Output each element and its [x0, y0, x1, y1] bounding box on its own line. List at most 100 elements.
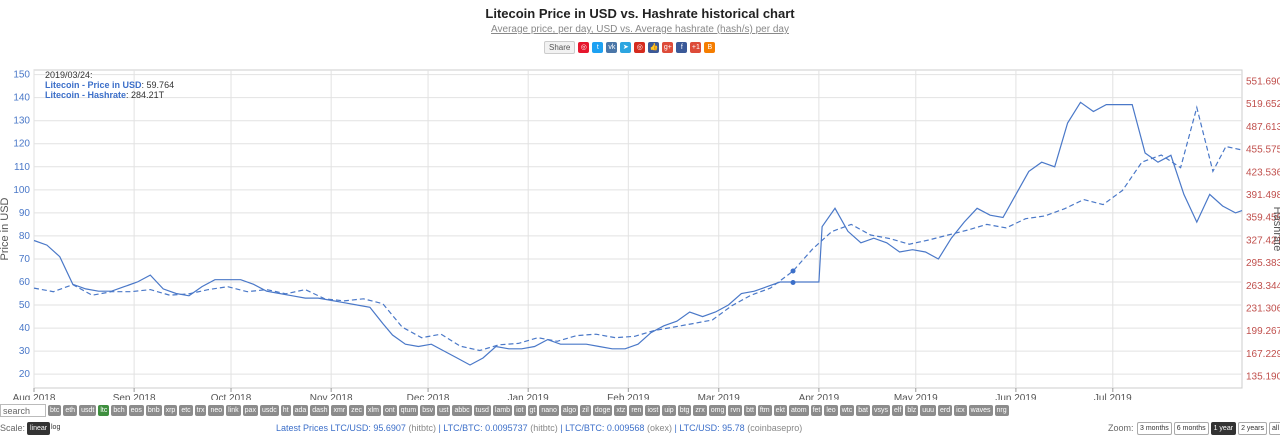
latest-price-item[interactable]: LTC/BTC: 0.0095737 [443, 423, 528, 433]
zoom-button-1-year[interactable]: 1 year [1210, 422, 1237, 435]
coin-button-bsv[interactable]: bsv [420, 404, 436, 416]
coin-button-pax[interactable]: pax [242, 404, 258, 416]
y-right-tick-label: 231.306T [1246, 303, 1280, 314]
blogger-icon[interactable]: B [704, 41, 716, 53]
coin-button-usdc[interactable]: usdc [259, 404, 279, 416]
y-left-tick-label: 140 [13, 93, 30, 104]
coin-button-xlm[interactable]: xlm [366, 404, 381, 416]
zoom-button-2-years[interactable]: 2 years [1238, 422, 1268, 435]
x-tick-label: Jul 2019 [1094, 393, 1132, 400]
zoom-button-6-months[interactable]: 6 months [1173, 422, 1209, 435]
coin-button-ekt[interactable]: ekt [773, 404, 787, 416]
y-left-tick-label: 150 [13, 70, 30, 81]
share-button[interactable]: Share [544, 40, 576, 54]
coin-button-icx[interactable]: icx [954, 404, 967, 416]
latest-prices: Latest Prices LTC/USD: 95.6907 (hitbtc) … [276, 423, 803, 433]
tooltip: 2019/03/24: Litecoin - Price in USD: 59.… [45, 70, 175, 100]
coin-button-btg[interactable]: btg [677, 404, 692, 416]
y-left-axis-title: Price in USD [0, 197, 11, 260]
coin-button-uip[interactable]: uip [662, 404, 676, 416]
latest-price-item[interactable]: LTC/USD: 95.78 [679, 423, 745, 433]
coin-button-erd[interactable]: erd [937, 404, 953, 416]
coin-button-nrg[interactable]: nrg [994, 404, 1009, 416]
coin-button-doge[interactable]: doge [592, 404, 613, 416]
coin-button-waves[interactable]: waves [968, 404, 993, 416]
coin-button-etc[interactable]: etc [179, 404, 193, 416]
coin-button-ada[interactable]: ada [292, 404, 309, 416]
x-tick-label: Jun 2019 [995, 393, 1037, 400]
coin-button-ust[interactable]: ust [437, 404, 451, 416]
coin-button-abbc[interactable]: abbc [452, 404, 472, 416]
coin-button-iost[interactable]: iost [645, 404, 661, 416]
coin-button-leo[interactable]: leo [824, 404, 838, 416]
scale-log-button[interactable]: log [51, 424, 61, 431]
coin-button-blz[interactable]: blz [905, 404, 919, 416]
facebook-icon[interactable]: f [676, 41, 688, 53]
vk-icon[interactable]: vk [606, 41, 618, 53]
coin-button-algo[interactable]: algo [560, 404, 579, 416]
search-input[interactable]: search [0, 403, 46, 417]
coin-button-btc[interactable]: btc [48, 404, 62, 416]
latest-price-item[interactable]: LTC/BTC: 0.009568 [565, 423, 645, 433]
coin-button-btt[interactable]: btt [744, 404, 756, 416]
coin-button-eos[interactable]: eos [128, 404, 144, 416]
coin-button-dash[interactable]: dash [310, 404, 330, 416]
coin-button-vsys[interactable]: vsys [871, 404, 890, 416]
coin-button-iot[interactable]: iot [514, 404, 526, 416]
coin-button-gt[interactable]: gt [527, 404, 538, 416]
coin-button-ftm[interactable]: ftm [757, 404, 772, 416]
latest-price-item[interactable]: LTC/USD: 95.6907 [330, 423, 406, 433]
coin-button-link[interactable]: link [226, 404, 241, 416]
coin-button-xmr[interactable]: xmr [331, 404, 348, 416]
coin-button-zil[interactable]: zil [580, 404, 591, 416]
y-left-tick-label: 30 [19, 346, 31, 357]
coin-button-neo[interactable]: neo [208, 404, 225, 416]
coin-button-uuu[interactable]: uuu [920, 404, 936, 416]
coin-button-ont[interactable]: ont [382, 404, 397, 416]
coin-button-lamb[interactable]: lamb [492, 404, 513, 416]
coin-button-usdt[interactable]: usdt [79, 404, 97, 416]
coin-button-zrx[interactable]: zrx [693, 404, 707, 416]
y-left-tick-label: 80 [19, 231, 31, 242]
coin-button-eth[interactable]: eth [63, 404, 78, 416]
x-tick-label: Apr 2019 [799, 393, 840, 400]
coin-button-ht[interactable]: ht [280, 404, 291, 416]
tooltip-hash-name: Litecoin - Hashrate [45, 90, 127, 100]
zoom-button-all-time[interactable]: all time [1269, 422, 1280, 435]
coin-button-xtz[interactable]: xtz [614, 404, 628, 416]
weibo-icon[interactable]: ◎ [578, 41, 590, 53]
coin-button-tusd[interactable]: tusd [473, 404, 491, 416]
scale-linear-button[interactable]: linear [27, 422, 51, 435]
coin-button-bat[interactable]: bat [856, 404, 870, 416]
coin-button-nano[interactable]: nano [539, 404, 559, 416]
coin-button-qtum[interactable]: qtum [398, 404, 419, 416]
coin-button-rvn[interactable]: rvn [728, 404, 743, 416]
y-left-tick-label: 40 [19, 323, 31, 334]
weibo2-icon[interactable]: ◎ [634, 41, 646, 53]
coin-button-ltc[interactable]: ltc [98, 404, 110, 416]
gplus-one-icon[interactable]: +1 [690, 41, 702, 53]
coin-button-trx[interactable]: trx [194, 404, 207, 416]
tooltip-date: 2019/03/24: [45, 70, 93, 80]
y-right-tick-label: 135.190T [1246, 372, 1280, 383]
coin-button-bch[interactable]: bch [111, 404, 127, 416]
coin-button-ren[interactable]: ren [629, 404, 644, 416]
y-left-tick-label: 60 [19, 277, 31, 288]
y-right-axis-title: Hashrate [1271, 207, 1280, 252]
coin-button-elf[interactable]: elf [891, 404, 904, 416]
coin-button-fet[interactable]: fet [810, 404, 823, 416]
y-right-tick-label: 263.344T [1246, 281, 1280, 292]
zoom-button-3-months[interactable]: 3 months [1137, 422, 1172, 435]
coin-button-wtc[interactable]: wtc [839, 404, 855, 416]
coin-button-xrp[interactable]: xrp [163, 404, 178, 416]
chart-subtitle[interactable]: Average price, per day, USD vs. Average … [491, 24, 789, 35]
coin-button-bnb[interactable]: bnb [145, 404, 162, 416]
coin-button-zec[interactable]: zec [349, 404, 365, 416]
coin-button-omg[interactable]: omg [708, 404, 727, 416]
y-right-tick-label: 199.267T [1246, 326, 1280, 337]
gplus-icon[interactable]: g+ [662, 41, 674, 53]
telegram-icon[interactable]: ➤ [620, 41, 632, 53]
like-icon[interactable]: 👍 [648, 41, 660, 53]
twitter-icon[interactable]: t [592, 41, 604, 53]
coin-button-atom[interactable]: atom [789, 404, 809, 416]
